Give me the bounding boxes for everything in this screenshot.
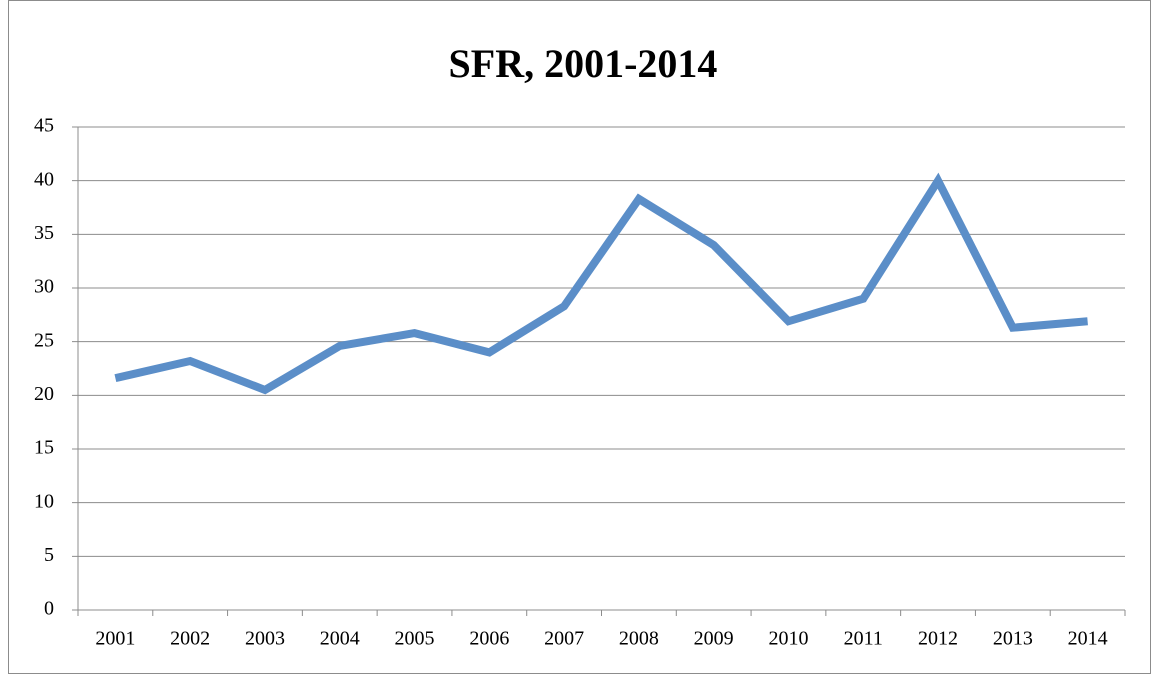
chart-title: SFR, 2001-2014 [449,41,718,86]
chart-frame [8,0,1151,674]
x-tick-label: 2013 [993,628,1033,650]
x-tick-label: 2003 [245,628,285,650]
y-tick-label: 35 [34,222,54,244]
x-tick-label: 2001 [95,628,135,650]
y-tick-label: 5 [44,544,54,566]
y-tick-label: 0 [44,598,54,620]
x-tick-label: 2005 [395,628,435,650]
x-tick-label: 2014 [1068,628,1108,650]
y-tick-label: 10 [34,490,54,512]
y-tick-label: 45 [34,115,54,137]
x-tick-label: 2009 [694,628,734,650]
data-line [114,172,1088,395]
y-tick-label: 20 [34,383,54,405]
x-tick-label: 2011 [844,628,883,650]
x-tick-label: 2006 [469,628,509,650]
x-tick-label: 2007 [544,628,584,650]
x-tick-label: 2012 [918,628,958,650]
y-tick-label: 40 [34,168,54,190]
x-tick-label: 2002 [170,628,210,650]
x-tick-label: 2010 [768,628,808,650]
y-tick-label: 15 [34,437,54,459]
x-tick-label: 2008 [619,628,659,650]
y-tick-label: 25 [34,329,54,351]
x-tick-label: 2004 [320,628,360,650]
y-tick-label: 30 [34,276,54,298]
